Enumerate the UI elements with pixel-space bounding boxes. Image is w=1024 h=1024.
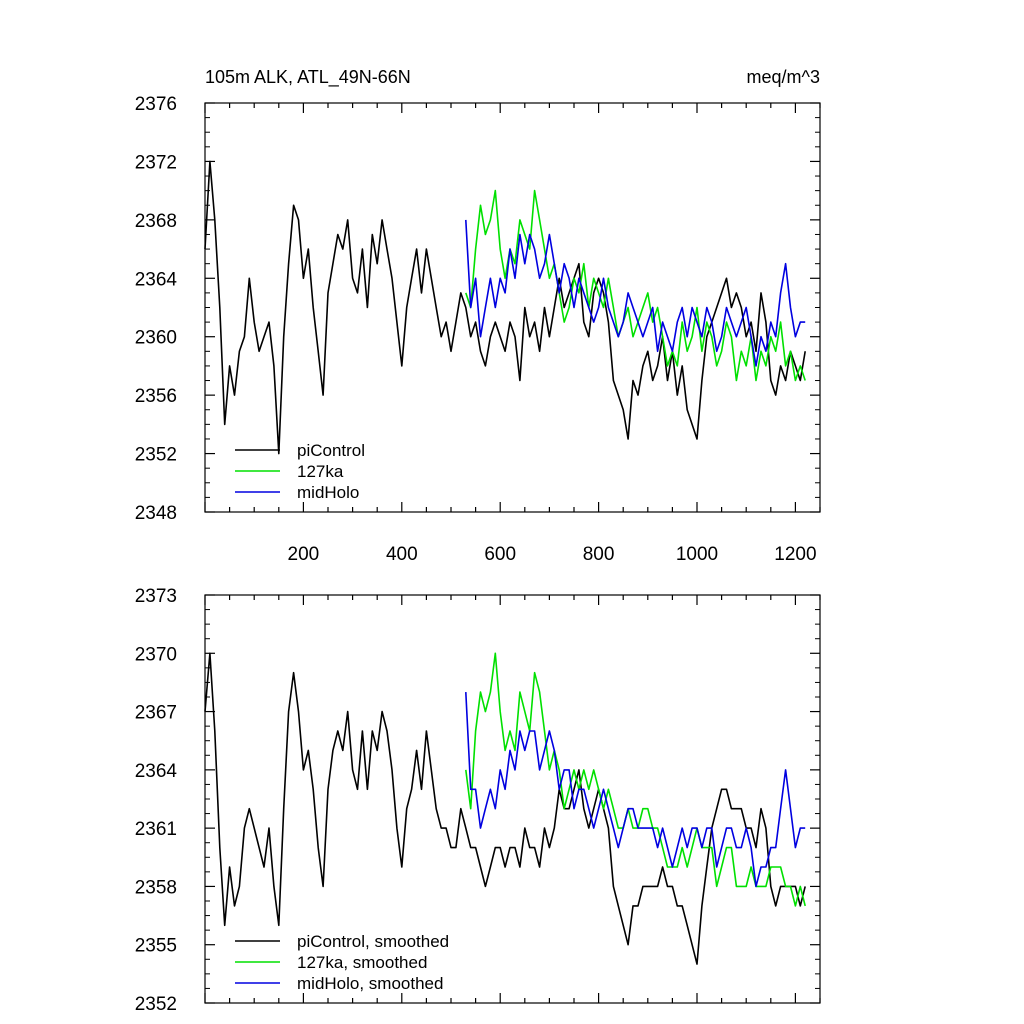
y-tick-label: 2364 bbox=[135, 269, 178, 290]
series-line-picontrol bbox=[204, 160, 806, 455]
legend-label-midholo-smoothed: midHolo, smoothed bbox=[297, 974, 443, 993]
x-tick-label: 400 bbox=[386, 544, 418, 565]
y-tick-label: 2348 bbox=[135, 503, 177, 524]
series-line-midholo bbox=[465, 219, 806, 367]
y-tick-label: 2361 bbox=[135, 819, 177, 840]
y-tick-label: 2358 bbox=[135, 877, 177, 898]
y-tick-label: 2370 bbox=[135, 644, 177, 665]
x-tick-label: 600 bbox=[484, 544, 516, 565]
legend-label-127ka: 127ka bbox=[297, 462, 344, 481]
x-tick-label: 800 bbox=[583, 544, 615, 565]
y-tick-label: 2352 bbox=[135, 994, 177, 1015]
chart-title: 105m ALK, ATL_49N-66N bbox=[205, 67, 411, 88]
legend-label-picontrol-smoothed: piControl, smoothed bbox=[297, 932, 449, 951]
y-tick-label: 2360 bbox=[135, 328, 177, 349]
x-tick-label: 1200 bbox=[774, 544, 816, 565]
x-tick-label: 1000 bbox=[676, 544, 718, 565]
units-label: meq/m^3 bbox=[747, 67, 820, 87]
y-tick-label: 2376 bbox=[135, 94, 177, 115]
y-tick-label: 2364 bbox=[135, 761, 178, 782]
y-tick-label: 2352 bbox=[135, 445, 177, 466]
legend-label-midholo: midHolo bbox=[297, 483, 359, 502]
x-tick-label: 200 bbox=[288, 544, 320, 565]
legend-label-127ka-smoothed: 127ka, smoothed bbox=[297, 953, 427, 972]
y-tick-label: 2355 bbox=[135, 936, 177, 957]
legend-label-picontrol: piControl bbox=[297, 441, 365, 460]
top-panel: 2348 2352 2356 2360 2364 2368 2372 2376 200 400 60… bbox=[135, 67, 821, 565]
y-tick-label: 2356 bbox=[135, 386, 177, 407]
y-tick-label: 2373 bbox=[135, 586, 177, 607]
series-line-127ka bbox=[465, 189, 806, 382]
bottom-panel: 2352 2355 2358 2361 2364 2367 2370 2373 piContro… bbox=[135, 586, 821, 1015]
y-tick-label: 2368 bbox=[135, 211, 177, 232]
y-tick-label: 2367 bbox=[135, 703, 177, 724]
series-line-127ka-smoothed bbox=[465, 652, 806, 907]
y-tick-label: 2372 bbox=[135, 152, 177, 173]
series-line-picontrol-smoothed bbox=[204, 652, 806, 965]
series-line-midholo-smoothed bbox=[465, 692, 806, 888]
